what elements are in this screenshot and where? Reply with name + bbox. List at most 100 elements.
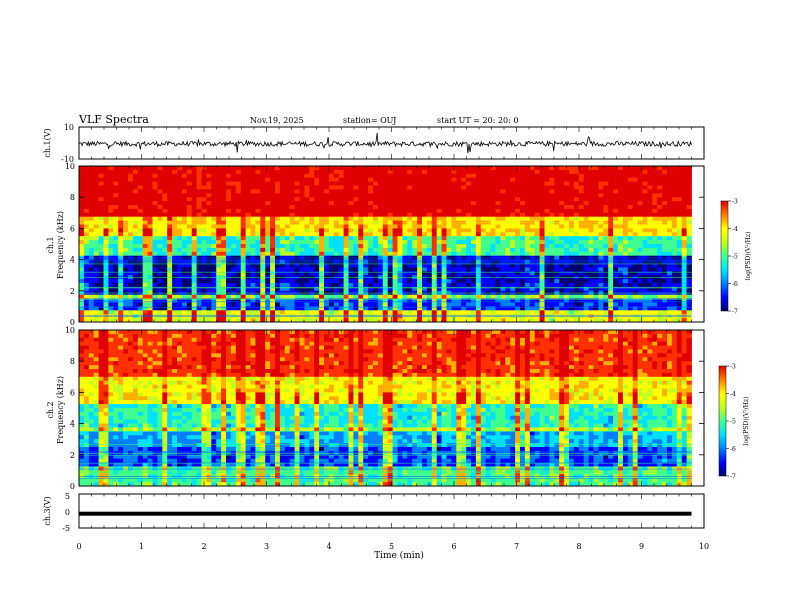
spectrogram-cell <box>657 212 663 218</box>
spectrogram-cell <box>490 251 496 257</box>
spectrogram-cell <box>451 283 457 288</box>
spectrogram-cell <box>186 212 193 218</box>
spectrogram-cell <box>368 197 374 202</box>
spectrogram-cell <box>466 251 472 257</box>
spectrogram-cell <box>593 205 599 210</box>
spectrogram-cell <box>79 228 85 233</box>
spectrogram-cell <box>632 263 638 268</box>
spectrogram-cell <box>417 251 423 257</box>
spectrogram-cell <box>520 169 526 175</box>
spectrogram-cell <box>387 306 393 311</box>
spectrogram-cell <box>289 318 295 323</box>
spectrogram-cell <box>603 193 609 198</box>
spectrogram-cell <box>270 208 276 214</box>
spectrogram-cell <box>515 212 521 218</box>
spectrogram-cell <box>681 267 687 272</box>
spectrogram-cell <box>328 224 335 229</box>
spectrogram-cell <box>598 197 604 202</box>
spectrogram-cell <box>456 224 462 229</box>
spectrogram-cell <box>181 169 188 175</box>
spectrogram-cell <box>157 169 163 175</box>
spectrogram-cell <box>333 212 340 218</box>
spectrogram-cell <box>284 189 291 194</box>
spectrogram-cell <box>603 240 609 245</box>
spectrogram-cell <box>162 251 168 257</box>
spectrogram-cell <box>564 298 570 303</box>
spectrogram-cell <box>417 298 423 303</box>
ch1-ytick-top: 10 <box>64 123 74 132</box>
spectrogram-cell <box>289 244 295 249</box>
spectrogram-cell <box>230 310 237 315</box>
spectrogram-cell <box>593 318 599 323</box>
spectrogram-cell <box>177 236 183 241</box>
spectrogram-cell <box>500 318 506 323</box>
spectrogram-cell <box>598 232 604 237</box>
spectrogram-cell <box>588 302 594 307</box>
spectrogram-cell <box>667 232 673 237</box>
spectrogram-cell <box>520 279 526 284</box>
spectrogram-cell <box>480 216 487 221</box>
spectrogram-cell <box>373 279 379 284</box>
spectrogram-cell <box>534 205 540 210</box>
spectrogram-cell <box>471 251 477 257</box>
spectrogram-cell <box>226 197 232 202</box>
spectrogram-cell <box>245 271 251 276</box>
spectrogram-cell <box>299 286 305 292</box>
spectrogram-cell <box>147 166 153 171</box>
spectrogram-cell <box>226 263 232 268</box>
spectrogram-cell <box>642 267 648 272</box>
spectrogram-cell <box>412 294 418 299</box>
spectrogram-cell <box>456 181 462 186</box>
spectrogram-cell <box>152 173 158 179</box>
spectrogram-cell <box>667 208 673 214</box>
spectrogram-cell <box>152 267 158 272</box>
spectrogram-cell <box>270 173 276 179</box>
spectrogram-cell <box>299 185 305 190</box>
spectrogram-cell <box>407 306 413 311</box>
spectrogram-cell <box>250 166 256 171</box>
spectrogram-cell <box>152 228 158 233</box>
spectrogram-cell <box>142 271 148 276</box>
spectrogram-cell <box>578 224 585 229</box>
spectrogram-cell <box>147 201 153 206</box>
spectrogram-cell <box>353 236 359 241</box>
ch1-ylabel: ch.1(V) <box>43 128 52 157</box>
spectrogram-cell <box>505 201 511 206</box>
spectrogram-cell <box>559 271 565 276</box>
spectrogram-cell <box>93 208 99 214</box>
spectrogram-cell <box>480 181 487 186</box>
spectrogram-cell <box>456 216 462 221</box>
spectrogram-cell <box>319 283 325 288</box>
spectrogram-cell <box>480 240 487 245</box>
spectrogram-cell <box>647 197 653 202</box>
spectrogram-cell <box>539 294 545 299</box>
spectrogram-cell <box>338 177 344 182</box>
spectrogram-cell <box>255 279 261 284</box>
spectrogram-cell <box>667 166 673 171</box>
spectrogram-cell <box>221 236 227 241</box>
spectrogram-cell <box>593 310 599 315</box>
spectrogram-cell <box>211 298 217 303</box>
spectrogram-cell <box>348 240 354 245</box>
spectrogram-cell <box>583 197 589 202</box>
spectrogram-cell <box>603 177 609 182</box>
spectrogram-cell <box>348 181 354 186</box>
spectrogram-cell <box>304 220 310 225</box>
spectrogram-cell <box>554 240 560 245</box>
spectrogram-cell <box>226 201 232 206</box>
spectrogram-cell <box>652 228 658 233</box>
spectrogram-cell <box>142 244 148 249</box>
spectrogram-cell <box>191 193 197 198</box>
spectrogram-cell <box>613 212 619 218</box>
spectrogram-cell <box>152 212 158 218</box>
spectrogram-cell <box>603 283 609 288</box>
spectrogram-cell <box>554 197 560 202</box>
spectrogram-cell <box>627 224 634 229</box>
spectrogram-cell <box>632 197 638 202</box>
spectrogram-cell <box>108 294 114 299</box>
spectrogram-cell <box>304 228 310 233</box>
spectrogram-cell <box>108 318 114 323</box>
spectrogram-cell <box>250 201 256 206</box>
spectrogram-cell <box>216 298 222 303</box>
spectrogram-cell <box>304 279 310 284</box>
